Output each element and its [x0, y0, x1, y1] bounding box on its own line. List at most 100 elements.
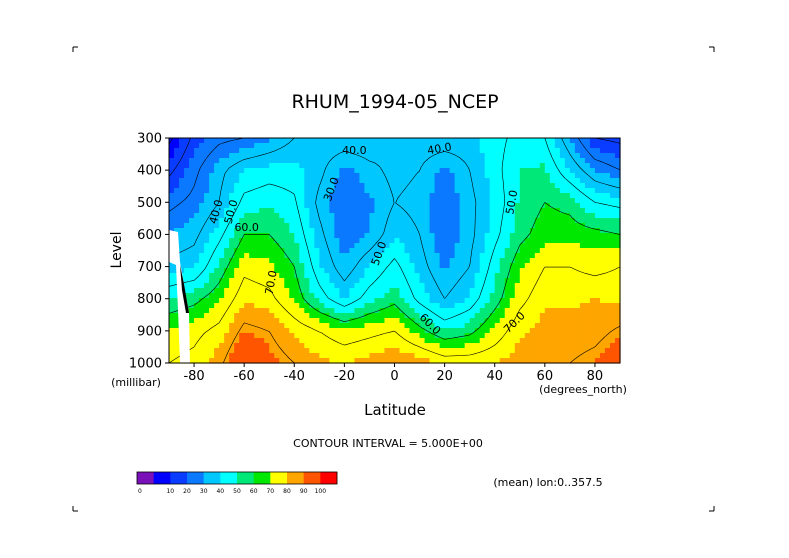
contour-cell [519, 273, 526, 279]
contour-cell [479, 353, 486, 359]
contour-cell [259, 293, 265, 299]
contour-cell [189, 313, 195, 319]
plot-area: 40.0 40.030.040.050.060.070.050.050.060.0… [168, 137, 621, 364]
contour-cell [299, 218, 305, 224]
contour-cell [334, 308, 340, 314]
contour-cell [599, 213, 606, 219]
contour-cell [534, 238, 541, 244]
contour-cell [349, 218, 356, 224]
contour-cell [464, 178, 471, 184]
contour-cell [279, 168, 285, 174]
contour-cell [409, 238, 416, 244]
contour-cell [399, 233, 406, 239]
contour-cell [364, 143, 371, 149]
contour-cell [244, 313, 250, 319]
contour-cell [354, 333, 361, 339]
contour-cell [464, 293, 471, 299]
contour-cell [399, 238, 406, 244]
contour-cell [349, 313, 356, 319]
contour-cell [224, 148, 230, 154]
contour-cell [399, 203, 406, 209]
contour-cell [539, 343, 546, 349]
contour-cell [239, 238, 245, 244]
contour-cell [199, 358, 205, 364]
contour-cell [329, 318, 335, 324]
contour-cell [499, 253, 506, 259]
contour-cell [379, 293, 386, 299]
contour-cell [344, 138, 350, 144]
contour-cell [509, 203, 516, 209]
contour-cell [254, 188, 260, 194]
contour-cell [309, 163, 315, 169]
contour-cell [399, 193, 406, 199]
contour-cell [509, 348, 516, 354]
contour-cell [254, 153, 260, 159]
contour-cell [229, 268, 235, 274]
contour-cell [374, 358, 381, 364]
contour-cell [374, 353, 381, 359]
contour-cell [479, 203, 486, 209]
contour-cell [504, 278, 511, 284]
contour-cell [559, 153, 566, 159]
contour-cell [614, 173, 621, 179]
contour-cell [484, 188, 491, 194]
contour-cell [484, 233, 491, 239]
contour-cell [574, 298, 581, 304]
contour-cell [304, 318, 310, 324]
contour-cell [204, 258, 210, 264]
contour-cell [254, 158, 260, 164]
contour-cell [329, 168, 335, 174]
contour-cell [549, 308, 556, 314]
contour-cell [479, 313, 486, 319]
contour-cell [359, 318, 366, 324]
contour-cell [404, 158, 411, 164]
contour-cell [179, 158, 185, 164]
contour-cell [224, 333, 230, 339]
colorbar-tick-label: 60 [250, 488, 258, 495]
contour-cell [519, 298, 526, 304]
contour-cell [289, 258, 295, 264]
contour-cell [499, 223, 506, 229]
contour-cell [544, 313, 551, 319]
contour-cell [499, 328, 506, 334]
contour-cell [264, 348, 270, 354]
contour-cell [349, 323, 356, 329]
contour-cell [519, 283, 526, 289]
contour-cell [254, 238, 260, 244]
contour-cell [584, 248, 591, 254]
contour-cell [549, 228, 556, 234]
contour-cell [599, 243, 606, 249]
contour-line [168, 266, 621, 364]
contour-cell [489, 253, 496, 259]
contour-cell [504, 283, 511, 289]
contour-cell [229, 223, 235, 229]
contour-cell [329, 213, 335, 219]
contour-cell [514, 263, 521, 269]
contour-cell [214, 333, 220, 339]
contour-cell [459, 163, 466, 169]
contour-cell [309, 303, 315, 309]
contour-cell [184, 253, 190, 259]
contour-cell [604, 238, 611, 244]
contour-cell [389, 333, 396, 339]
contour-cell [194, 353, 200, 359]
contour-cell [489, 318, 496, 324]
contour-cell [609, 263, 616, 269]
contour-cell [449, 193, 456, 199]
contour-cell [579, 278, 586, 284]
contour-cell [574, 248, 581, 254]
contour-cell [534, 348, 541, 354]
contour-cell [599, 158, 606, 164]
contour-cell [569, 138, 576, 144]
contour-cell [589, 288, 596, 294]
contour-cell [259, 283, 265, 289]
contour-cell [564, 188, 571, 194]
colorbar-swatch [253, 472, 271, 484]
contour-cell [249, 193, 255, 199]
contour-cell [334, 233, 340, 239]
contour-label: 40.0 [426, 140, 452, 157]
contour-cell [404, 193, 411, 199]
contour-cell [599, 193, 606, 199]
contour-cell [559, 143, 566, 149]
contour-cell [369, 308, 376, 314]
